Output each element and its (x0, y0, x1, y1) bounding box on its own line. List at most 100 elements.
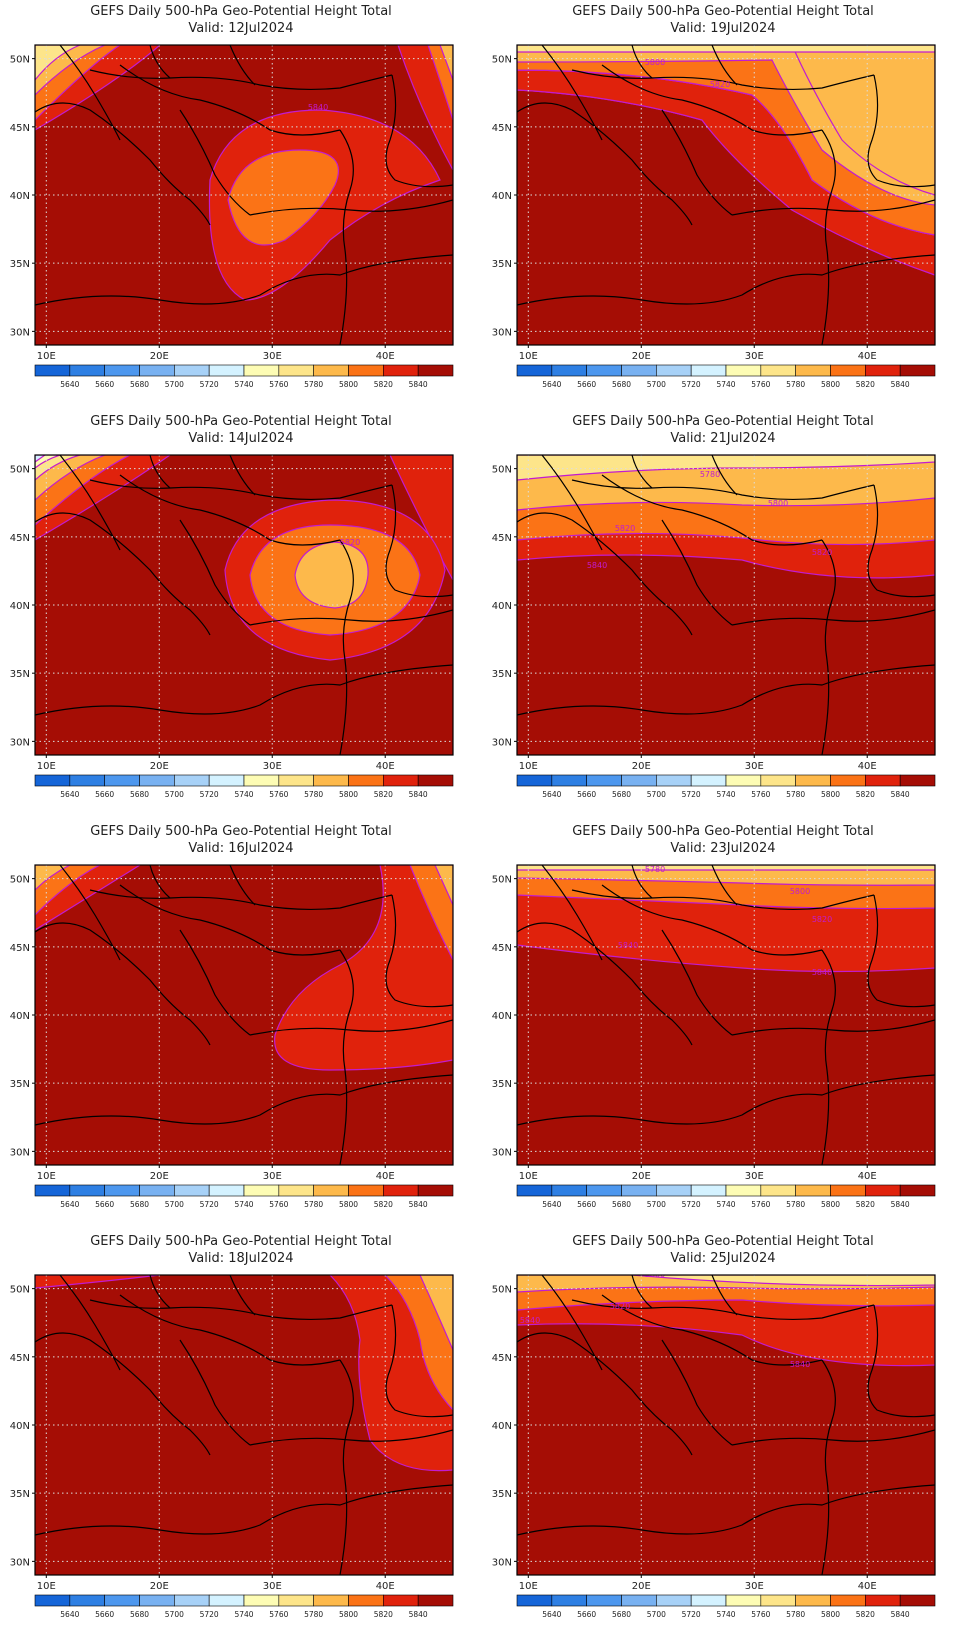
map-panel: GEFS Daily 500-hPa Geo-Potential Height … (0, 410, 482, 820)
height-field-map: 5800 5820 5840 5840 50N 45N 40N 35N 30N 10E 20E 30E… (492, 1274, 936, 1619)
contour-region (35, 865, 101, 916)
panel-title: GEFS Daily 500-hPa Geo-Potential Height … (90, 414, 392, 429)
lat-tick-label: 30N (10, 1557, 30, 1568)
contour-label: 5820 (610, 1302, 630, 1311)
height-field-map: 5780 5800 5820 5820 5840 50N 45N 40N 35N 30N 10E 20… (492, 454, 936, 799)
height-field-map: 5820 50N 45N 40N 35N 30N 10E 20E 30E 40E 5640 5660 5… (10, 454, 454, 799)
contour-region (791, 45, 935, 196)
contour-label: 5820 (340, 538, 360, 547)
contour-region (517, 45, 935, 53)
legend-level-label: 5740 (716, 380, 735, 389)
legend-level-label: 5760 (751, 790, 770, 799)
panel-title: GEFS Daily 500-hPa Geo-Potential Height … (90, 824, 392, 839)
legend-level-label: 5740 (716, 1200, 735, 1209)
lat-tick-label: 30N (492, 1147, 512, 1158)
lat-tick-label: 45N (10, 943, 30, 954)
lat-tick-label: 35N (10, 1079, 30, 1090)
legend-level-label: 5800 (821, 1200, 840, 1209)
contour-label: 5840 (790, 1360, 810, 1369)
lat-tick-label: 30N (10, 327, 30, 338)
lat-tick-label: 50N (10, 55, 30, 66)
lat-tick-label: 35N (492, 1079, 512, 1090)
legend-level-label: 5640 (60, 380, 79, 389)
lon-tick-label: 10E (37, 761, 56, 772)
legend-level-label: 5700 (165, 380, 184, 389)
legend-level-label: 5780 (786, 1610, 805, 1619)
lat-tick-label: 45N (10, 1353, 30, 1364)
panel-title: GEFS Daily 500-hPa Geo-Potential Height … (572, 824, 874, 839)
legend-level-label: 5720 (200, 790, 219, 799)
lon-tick-label: 30E (263, 1171, 282, 1182)
lon-tick-label: 40E (376, 351, 395, 362)
legend-level-label: 5820 (856, 380, 875, 389)
contour-region (274, 865, 453, 1071)
legend-level-label: 5780 (304, 790, 323, 799)
lat-tick-label: 45N (492, 123, 512, 134)
lat-tick-label: 40N (10, 1011, 30, 1022)
lon-tick-label: 30E (745, 761, 764, 772)
legend-level-label: 5840 (409, 1200, 428, 1209)
legend-level-label: 5820 (856, 1200, 875, 1209)
lat-tick-label: 50N (10, 875, 30, 886)
legend-level-label: 5780 (786, 380, 805, 389)
lon-tick-label: 20E (150, 1581, 169, 1592)
contour-label: 5780 (700, 470, 720, 479)
legend-level-label: 5700 (647, 380, 666, 389)
lat-tick-label: 40N (492, 1011, 512, 1022)
contour-label: 5840 (520, 1316, 540, 1325)
lon-tick-label: 30E (263, 1581, 282, 1592)
lat-tick-label: 30N (10, 1147, 30, 1158)
legend-level-label: 5760 (269, 380, 288, 389)
lon-tick-label: 20E (632, 761, 651, 772)
height-field-map: 5840 50N 45N 40N 35N 30N 10E 20E 30E 40E 5640 5660 5… (10, 44, 454, 389)
legend-level-label: 5800 (339, 380, 358, 389)
lat-tick-label: 50N (10, 465, 30, 476)
lon-tick-label: 40E (858, 1171, 877, 1182)
map-panel: GEFS Daily 500-hPa Geo-Potential Height … (0, 820, 482, 1230)
legend-level-label: 5760 (269, 790, 288, 799)
lat-tick-label: 50N (10, 1285, 30, 1296)
contour-region (631, 1275, 935, 1287)
map-panel: GEFS Daily 500-hPa Geo-Potential Height … (482, 410, 964, 820)
legend-level-label: 5680 (612, 1610, 631, 1619)
legend-level-label: 5660 (577, 1610, 596, 1619)
lat-tick-label: 45N (492, 1353, 512, 1364)
legend-level-label: 5740 (234, 1200, 253, 1209)
legend-level-label: 5700 (165, 790, 184, 799)
legend-level-label: 5700 (647, 790, 666, 799)
lon-tick-label: 30E (745, 1171, 764, 1182)
legend-level-label: 5720 (200, 380, 219, 389)
map-panel: GEFS Daily 500-hPa Geo-Potential Height … (482, 0, 964, 410)
legend-level-label: 5700 (165, 1610, 184, 1619)
height-field-map: 50N 45N 40N 35N 30N 10E 20E 30E 40E 5640 5660 5680 5… (10, 864, 454, 1209)
legend-level-label: 5640 (542, 790, 561, 799)
legend-level-label: 5840 (409, 1610, 428, 1619)
legend-level-label: 5660 (95, 790, 114, 799)
legend-level-label: 5660 (577, 790, 596, 799)
contour-label: 5800 (790, 887, 810, 896)
lat-tick-label: 35N (492, 259, 512, 270)
lat-tick-label: 50N (492, 1285, 512, 1296)
legend-level-label: 5800 (821, 380, 840, 389)
lat-tick-label: 35N (492, 669, 512, 680)
legend-level-label: 5660 (95, 1610, 114, 1619)
legend-level-label: 5840 (891, 790, 910, 799)
lat-tick-label: 45N (492, 533, 512, 544)
legend-level-label: 5840 (891, 1610, 910, 1619)
lon-tick-label: 30E (263, 351, 282, 362)
contour-label: 5800 (645, 58, 665, 67)
legend-level-label: 5660 (95, 1200, 114, 1209)
contour-region (227, 149, 340, 246)
contour-region (439, 45, 453, 81)
panel-valid-date: Valid: 21Jul2024 (670, 431, 776, 446)
lon-tick-label: 10E (519, 1171, 538, 1182)
legend-level-label: 5740 (716, 790, 735, 799)
lon-tick-label: 20E (150, 761, 169, 772)
lat-tick-label: 45N (10, 533, 30, 544)
legend-level-label: 5720 (682, 790, 701, 799)
lon-tick-label: 30E (263, 761, 282, 772)
contour-label: 5840 (587, 561, 607, 570)
lat-tick-label: 40N (492, 1421, 512, 1432)
legend-level-label: 5820 (374, 1200, 393, 1209)
contour-label: 5840 (618, 941, 638, 950)
